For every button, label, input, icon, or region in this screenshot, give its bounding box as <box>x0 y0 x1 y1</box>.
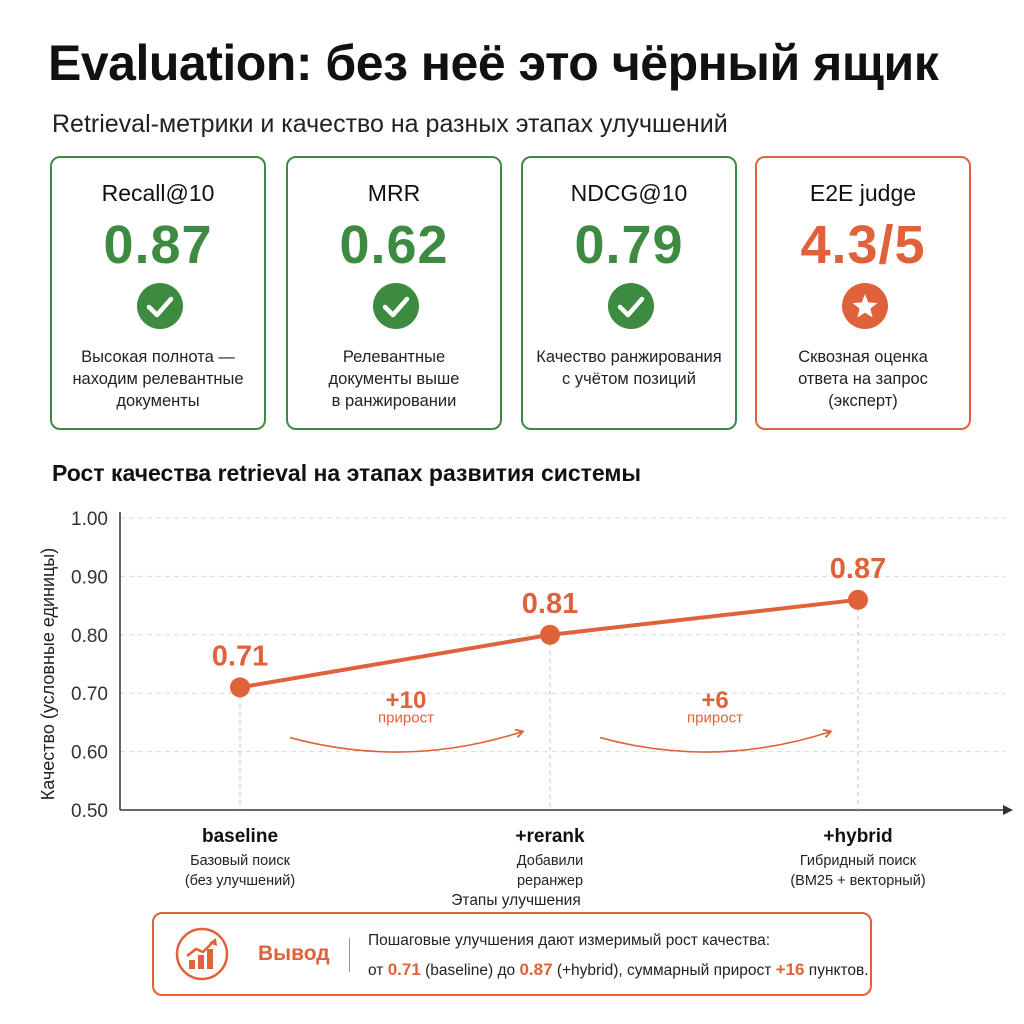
check-icon <box>137 283 183 329</box>
x-tick-description: Добавили <box>517 853 583 869</box>
data-point <box>540 624 560 645</box>
conclusion-label: Вывод <box>258 942 330 965</box>
x-tick-label: +rerank <box>515 826 585 847</box>
metric-card-mrr: MRR 0.62 Релевантные документы выше в ранжир… <box>286 156 502 430</box>
y-tick-label: 1.00 <box>71 509 108 530</box>
metric-card-e2e-judge: E2E judge 4.3/5 Сквозная оценка ответа на з… <box>755 156 971 430</box>
metric-value: 0.87 <box>103 215 213 275</box>
page-subtitle: Retrieval-метрики и качество на разных э… <box>52 110 728 138</box>
metric-card-ndcg: NDCG@10 0.79 Качество ранжирования с учётом… <box>521 156 737 430</box>
conclusion-divider <box>349 938 350 972</box>
x-tick-label: baseline <box>202 826 278 847</box>
metric-description-line: документы <box>116 392 200 410</box>
metric-value: 4.3/5 <box>800 215 926 275</box>
conclusion-end-value: 0.87 <box>519 960 553 979</box>
line-chart: 0.50 0.60 0.70 0.80 0.90 1.00 Качество (условн… <box>38 509 1013 909</box>
conclusion-text-part: (+hybrid), суммарный прирост <box>552 962 776 979</box>
metric-description-line: находим релевантные <box>72 370 244 388</box>
metric-description-line: ответа на запрос <box>798 370 928 388</box>
metric-label: E2E judge <box>809 180 917 206</box>
conclusion-text-part: (baseline) до <box>420 962 520 979</box>
data-label: 0.71 <box>212 640 268 672</box>
x-tick-label: +hybrid <box>823 826 892 847</box>
x-tick-description: (без улучшений) <box>185 873 295 889</box>
x-tick-description: Базовый поиск <box>190 853 290 869</box>
chart-title: Рост качества retrieval на этапах развит… <box>52 460 642 486</box>
data-point <box>848 589 868 610</box>
conclusion-start-value: 0.71 <box>387 960 421 979</box>
metric-description: Релевантные документы выше в ранжировании <box>298 346 490 412</box>
x-tick-description: реранжер <box>517 873 583 889</box>
y-tick-label: 0.70 <box>71 684 108 705</box>
data-point <box>230 677 250 698</box>
page-title: Evaluation: без неё это чёрный ящик <box>48 35 939 91</box>
conclusion-box: Вывод Пошаговые улучшения дают измеримый… <box>152 912 872 996</box>
growth-chart-icon <box>175 927 229 981</box>
metric-value: 0.79 <box>574 215 684 275</box>
metric-description-line: Сквозная оценка <box>798 348 928 366</box>
metric-label: NDCG@10 <box>570 180 688 206</box>
check-icon <box>373 283 419 329</box>
check-icon <box>608 283 654 329</box>
gain-label: прирост <box>378 709 434 726</box>
star-icon <box>842 283 888 329</box>
x-axis-label: Этапы улучшения <box>451 892 580 909</box>
metric-label: MRR <box>367 180 421 206</box>
conclusion-total-gain: +16 <box>775 960 805 979</box>
data-label: 0.81 <box>522 588 578 620</box>
gain-value: +6 <box>701 687 728 714</box>
gain-label: прирост <box>687 709 743 726</box>
data-label: 0.87 <box>830 553 886 585</box>
conclusion-text-part: пунктов. <box>804 962 869 979</box>
metric-description: Сквозная оценка ответа на запрос (эксперт) <box>767 346 959 412</box>
metric-description-line: в ранжировании <box>331 392 457 410</box>
metric-description-line: с учётом позиций <box>562 370 696 388</box>
metric-description: Высокая полнота — находим релевантные доку… <box>62 346 254 412</box>
metric-description-line: Высокая полнота — <box>81 348 235 366</box>
y-tick-label: 0.50 <box>71 801 108 822</box>
conclusion-text-part: от <box>368 962 388 979</box>
metric-value: 0.62 <box>339 215 449 275</box>
y-tick-label: 0.80 <box>71 626 108 647</box>
x-tick-description: (BM25 + векторный) <box>790 873 925 889</box>
x-axis-arrow <box>1003 805 1013 815</box>
gain-arrow <box>599 728 833 753</box>
metric-label: Recall@10 <box>101 180 215 206</box>
metric-description: Качество ранжирования с учётом позиций <box>533 346 725 390</box>
y-tick-label: 0.90 <box>71 567 108 588</box>
conclusion-text-line2: от 0.71 (baseline) до 0.87 (+hybrid), су… <box>368 960 869 980</box>
y-axis-label: Качество (условные единицы) <box>38 548 58 800</box>
gain-arrow <box>289 728 525 753</box>
metric-description-line: документы выше <box>328 370 460 388</box>
y-tick-label: 0.60 <box>71 743 108 764</box>
gain-value: +10 <box>386 687 427 714</box>
conclusion-text-line1: Пошаговые улучшения дают измеримый рост … <box>368 932 771 949</box>
metric-description-line: Релевантные <box>342 348 446 366</box>
metric-description-line: (эксперт) <box>828 392 898 410</box>
x-tick-description: Гибридный поиск <box>800 853 917 869</box>
metric-description-line: Качество ранжирования <box>536 348 722 366</box>
metric-card-recall: Recall@10 0.87 Высокая полнота — находим ре… <box>50 156 266 430</box>
